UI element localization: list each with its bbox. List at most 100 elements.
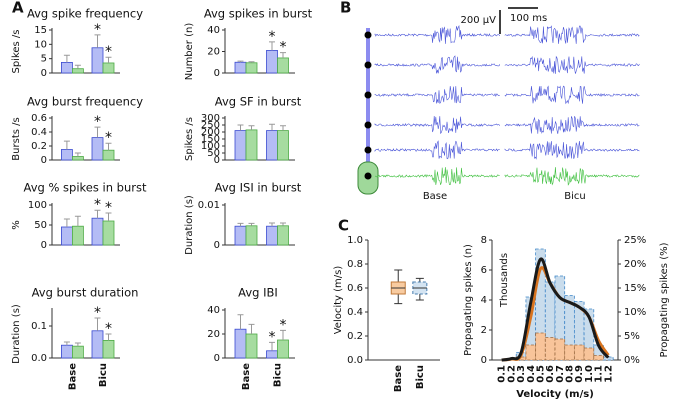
y-tick-label: 0% [624,355,640,366]
trace [504,167,640,186]
significance: * [105,321,112,337]
x-tick-label: 0.4 [526,365,537,383]
error-bar [63,54,70,63]
bar [245,62,258,74]
y-tick-label: 15 [34,25,47,36]
error-bar [269,341,275,351]
line [501,257,610,362]
axis-title: Velocity (m/s) [333,266,344,335]
bar [554,338,566,361]
bar [564,344,575,361]
chart-title: Avg SF in burst [215,95,302,109]
significance: * [105,200,112,216]
y-tick-label: 0.2 [31,141,47,152]
bar [61,226,73,246]
y-tick-label: 0.8 [347,259,363,270]
bar [573,301,585,361]
bar [593,355,604,361]
bar [72,68,84,74]
bar [234,225,247,246]
significance: * [94,197,101,213]
electrode [364,31,372,39]
trace [504,140,640,160]
error-bar [237,314,244,330]
electrode [364,172,372,180]
bar [102,149,115,161]
error-bar [269,222,275,227]
bar [573,344,585,361]
y-tick-label: 0 [214,353,220,364]
bar [234,328,247,359]
trace [374,115,501,135]
bar [91,137,104,161]
chart-title: Avg IBI [238,286,278,300]
trace [504,55,640,74]
axis-title: Number (n) [184,23,195,81]
error-bar [105,212,112,221]
axis-title: Spikes /s [11,29,22,73]
chart-title: Avg spikes in burst [204,7,313,21]
significance: * [105,44,112,60]
bar [266,225,278,246]
condition-label: Bicu [564,191,585,202]
axis-title: Propagating spikes (%) [659,242,670,357]
axis-title: Bursts /s [11,117,22,160]
chart-title: Avg ISI in burst [215,181,302,195]
error-bar [280,222,286,226]
bar [277,130,289,161]
error-bar [237,60,244,63]
x-tick-label: 0.6 [545,365,556,383]
bar [72,156,84,161]
y-tick-label: 5 [41,54,47,65]
bar [91,330,104,359]
trace [504,116,640,134]
bar [544,337,556,361]
y-tick-label: 50 [207,148,220,159]
panel-label: A [12,0,24,17]
y-tick-label: 150 [201,134,220,145]
error-bar [94,126,101,138]
y-tick-label: 20% [624,259,646,270]
panel-label: C [338,217,349,235]
trace [374,55,501,74]
y-tick-label: 0.1 [31,321,47,332]
y-tick-label: 0 [41,240,47,251]
y-tick-label: 20 [207,47,220,58]
y-tick-label: 300 [201,113,220,124]
y-tick-label: 0.01 [198,200,220,211]
error-bar [280,52,286,58]
error-bar [105,333,112,341]
significance: * [269,329,276,345]
error-bar [248,61,255,63]
y-tick-label: 15% [624,283,646,294]
electrode [364,121,372,129]
bar [266,50,278,74]
axis-title: % [11,220,22,230]
y-tick-label: 0.4 [31,127,47,138]
y-tick-label: 0.6 [347,283,363,294]
bar [266,130,278,161]
bar [72,225,84,246]
scale-label: 200 µV [461,15,497,26]
error-bar [63,341,70,346]
x-tick-label: 1.2 [603,365,614,383]
y-tick-label: 40 [207,25,220,36]
error-bar [94,34,101,48]
x-tick-label: Bicu [415,365,426,389]
bar [245,225,258,246]
bar [102,220,115,246]
y-tick-label: 0.2 [347,331,363,342]
error-bar [237,124,244,131]
y-tick-label: 6 [481,265,487,276]
bar [91,217,104,246]
error-bar [74,152,81,157]
error-bar [248,323,255,334]
error-bar [94,209,101,219]
error-bar [74,342,81,347]
bar [234,130,247,161]
y-tick-label: 250 [201,120,220,131]
bar [61,344,73,359]
x-tick-label: 1.1 [594,365,605,383]
x-tick-label: 0.7 [555,365,566,383]
